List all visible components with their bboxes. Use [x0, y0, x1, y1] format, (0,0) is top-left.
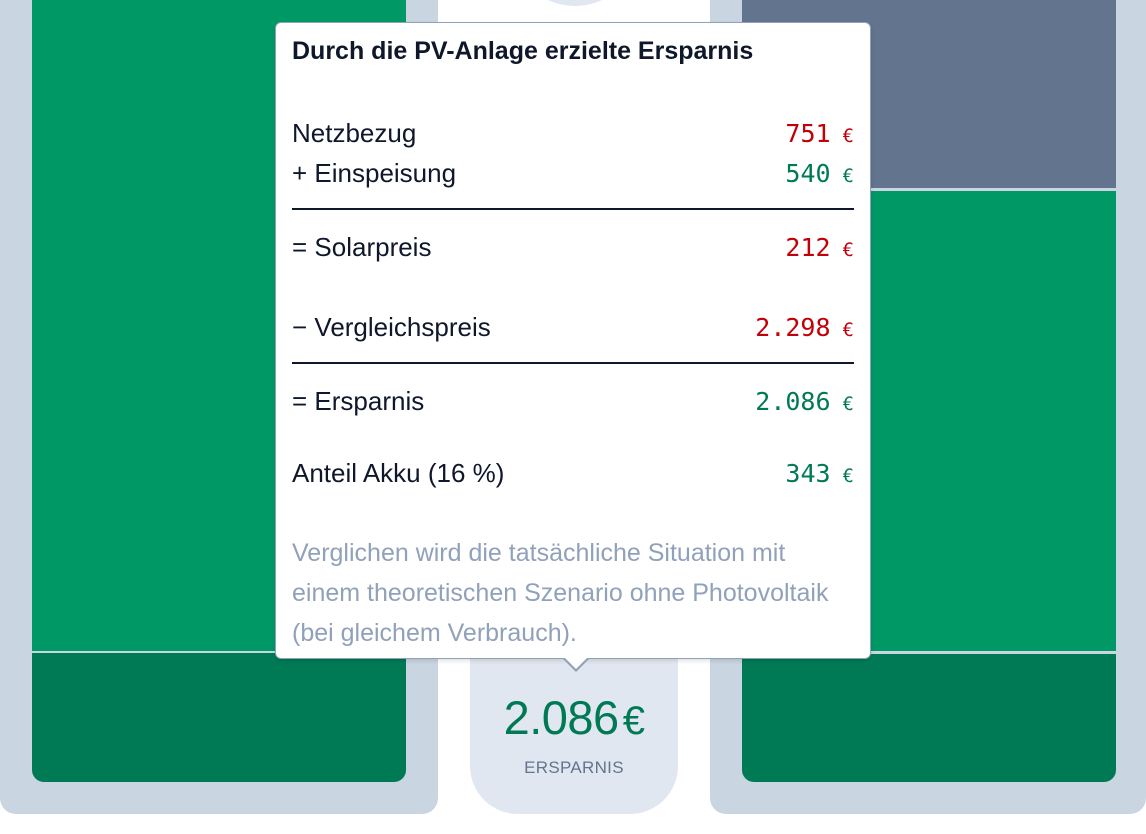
savings-summary-value: 2.086 €: [503, 691, 645, 744]
tooltip-row-ersparnis: = Ersparnis 2.086 €: [292, 385, 854, 416]
tooltip-arrow-fill: [564, 657, 588, 669]
tooltip-note: Verglichen wird die tatsächliche Situati…: [292, 539, 829, 647]
left-bar-segment-battery[interactable]: [32, 653, 406, 782]
divider: [292, 208, 854, 210]
savings-summary-label: ERSPARNIS: [524, 758, 624, 777]
tooltip-row-solarpreis: = Solarpreis 212 €: [292, 231, 854, 262]
tooltip-row-vergleichspreis: − Vergleichspreis 2.298 €: [292, 311, 854, 342]
savings-tooltip: Durch die PV-Anlage erzielte Ersparnis N…: [275, 22, 871, 659]
tooltip-title: Durch die PV-Anlage erzielte Ersparnis: [292, 37, 754, 65]
tooltip-row-netzbezug: Netzbezug 751 €: [292, 117, 854, 148]
center-top-circle: [510, 0, 640, 6]
euro-symbol: €: [622, 699, 645, 743]
divider: [292, 362, 854, 364]
tooltip-row-einspeisung: + Einspeisung 540 €: [292, 157, 854, 188]
right-bar-segment-battery[interactable]: [742, 654, 1116, 782]
tooltip-row-anteil-akku: Anteil Akku (16 %) 343 €: [292, 457, 854, 488]
